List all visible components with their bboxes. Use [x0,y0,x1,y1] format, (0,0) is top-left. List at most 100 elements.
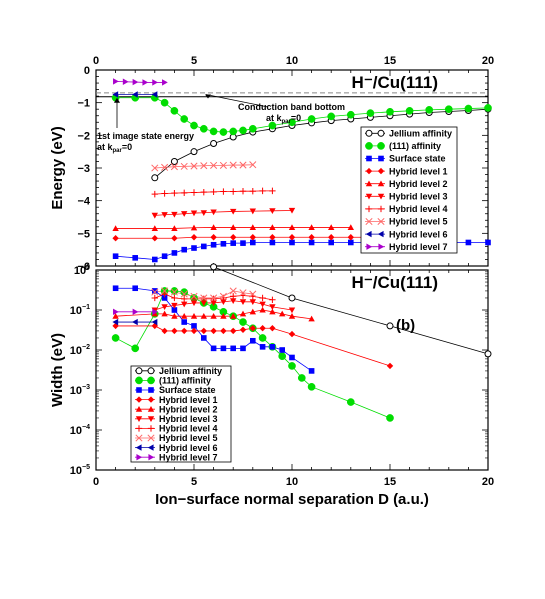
panel-a-point-hybrid-level-4 [200,188,207,196]
panel-a-point-111-affinity [386,107,394,116]
panel-b-point-hybrid-level-1 [200,327,207,335]
panel-a-point-111-affinity [484,104,492,112]
panel-a-point-hybrid-level-5 [239,161,247,169]
panel-a-point-111-affinity [209,127,218,136]
y-tick-base: 10 [70,425,82,437]
panel-a-point-111-affinity [239,126,247,135]
panel-b-legend-marker-jellium-affinity [135,367,143,375]
panel-a-y-tick-label: −5 [77,228,90,240]
panel-a-point-hybrid-level-7 [122,78,129,85]
panel-a-point-111-affinity [160,98,169,107]
panel-a-point-111-affinity [327,112,336,121]
panel-a-point-jellium-affinity [190,148,198,156]
panel-b-point-hybrid-level-3 [200,300,207,307]
panel-a-point-111-affinity [425,106,434,114]
panel-b-point-hybrid-level-7 [132,308,139,316]
panel-a-legend-marker-hybrid-level-7 [366,243,373,250]
panel-a-legend-marker-hybrid-level-1 [365,167,373,175]
panel-a-legend-marker-hybrid-level-5 [377,217,385,226]
panel-b-point-111-affinity [307,382,316,391]
panel-a-x-tick-label-top: 15 [384,55,396,67]
panel-a-point-surface-state [152,256,158,263]
panel-a-legend-marker-hybrid-level-3 [365,193,373,200]
image-kpar-prefix: at k [97,142,114,152]
panel-b-point-hybrid-level-3 [269,304,276,311]
panel-b-point-surface-state [289,354,295,361]
panel-b-point-hybrid-level-5 [180,290,188,298]
panel-a-legend-marker-111-affinity [377,142,385,150]
panel-a-point-hybrid-level-1 [328,234,335,241]
panel-b-point-surface-state [181,319,187,325]
panel-a-point-111-affinity [405,106,414,115]
panel-b-point-hybrid-level-5 [190,292,198,300]
panel-a-point-111-affinity [248,124,257,133]
panel-a-legend-label-hybrid-level-1: Hybrid level 1 [389,166,448,176]
panel-a-point-hybrid-level-5 [151,164,159,172]
panel-b-point-surface-state [132,285,138,292]
panel-a-legend-box [360,126,458,254]
panel-a-point-surface-state [132,255,138,261]
panel-b-point-111-affinity [111,334,120,342]
panel-a-point-hybrid-level-4 [151,190,158,198]
panel-b-point-hybrid-level-5 [249,290,257,298]
panel-a-point-111-affinity [464,104,473,113]
panel-b-point-hybrid-level-5 [151,288,159,296]
panel-b-legend-marker-hybrid-level-4 [147,425,155,432]
panel-b-point-hybrid-level-2 [269,308,276,315]
panel-b-point-hybrid-level-2 [239,310,247,317]
panel-a-point-hybrid-level-3 [171,211,178,218]
panel-b-legend-marker-111-affinity [135,376,143,385]
panel-b-point-hybrid-level-1 [112,322,119,330]
panel-b-legend-marker-hybrid-level-1 [135,396,143,403]
panel-b-legend-marker-hybrid-level-3 [135,416,143,422]
conduction-band-arrow [205,94,269,108]
panel-a-legend-marker-hybrid-level-4 [365,205,373,213]
y-tick-base: 10 [70,305,82,317]
panel-b-legend-label-jellium-affinity: Jellium affinity [159,366,222,376]
panel-b-point-hybrid-level-1 [249,325,256,332]
panel-b-point-hybrid-level-7 [152,308,158,316]
panel-b-legend-label-surface-state: Surface state [159,385,216,395]
panel-b-point-111-affinity [288,362,296,370]
panel-a-point-111-affinity [288,118,296,127]
panel-b-point-surface-state [308,368,315,374]
panel-b-point-111-affinity [239,318,247,326]
panel-b-legend-marker-hybrid-level-4 [135,425,143,432]
panel-a-point-hybrid-level-4 [181,189,188,197]
panel-b-legend-label-hybrid-level-7: Hybrid level 7 [159,452,218,462]
panel-b-y-tick-label: 10−3 [70,384,90,397]
panel-a-point-111-affinity [444,105,453,114]
panel-a-point-hybrid-level-3 [151,212,158,219]
panel-a-legend-marker-hybrid-level-6 [365,230,372,238]
panel-b-point-surface-state [259,344,266,350]
panel-a-point-surface-state [201,243,207,250]
panel-a-point-hybrid-level-4 [259,187,266,195]
panel-a-point-hybrid-level-3 [181,211,188,217]
panel-a-point-hybrid-level-2 [308,224,315,231]
panel-b-legend-marker-hybrid-level-6 [147,444,154,451]
panel-a-point-hybrid-level-5 [180,162,188,170]
panel-b-y-tick-label: 10−5 [70,464,90,477]
panel-b-x-tick-label: 5 [191,476,197,488]
panel-b-point-hybrid-level-1 [230,327,237,335]
panel-a-point-hybrid-level-7 [162,79,168,86]
panel-a-point-hybrid-level-2 [151,225,158,231]
panel-a-legend-marker-surface-state [366,155,372,162]
panel-a-point-hybrid-level-1 [308,234,315,241]
panel-a-legend-label-hybrid-level-5: Hybrid level 5 [389,217,448,227]
panel-a-y-tick-label: −4 [77,196,90,208]
panel-b-point-hybrid-level-2 [171,312,178,319]
panel-b-point-hybrid-level-2 [230,312,237,319]
panel-b-point-jellium-affinity [210,263,218,271]
panel-b-point-hybrid-level-5 [170,288,178,296]
panel-a-legend-label-hybrid-level-4: Hybrid level 4 [389,204,448,214]
image-state-kpar-label: at kpar=0 [97,142,132,154]
panel-a-point-surface-state [240,240,246,246]
panel-a-point-hybrid-level-3 [288,207,296,214]
panel-b-legend-label-hybrid-level-2: Hybrid level 2 [159,404,218,414]
panel-b-point-hybrid-level-1 [259,325,266,332]
panel-a-point-jellium-affinity [210,140,218,147]
panel-a-point-hybrid-level-2 [288,224,296,231]
image-kpar-suffix: =0 [122,142,132,152]
panel-b-y-tick-label: 10−2 [70,344,90,357]
